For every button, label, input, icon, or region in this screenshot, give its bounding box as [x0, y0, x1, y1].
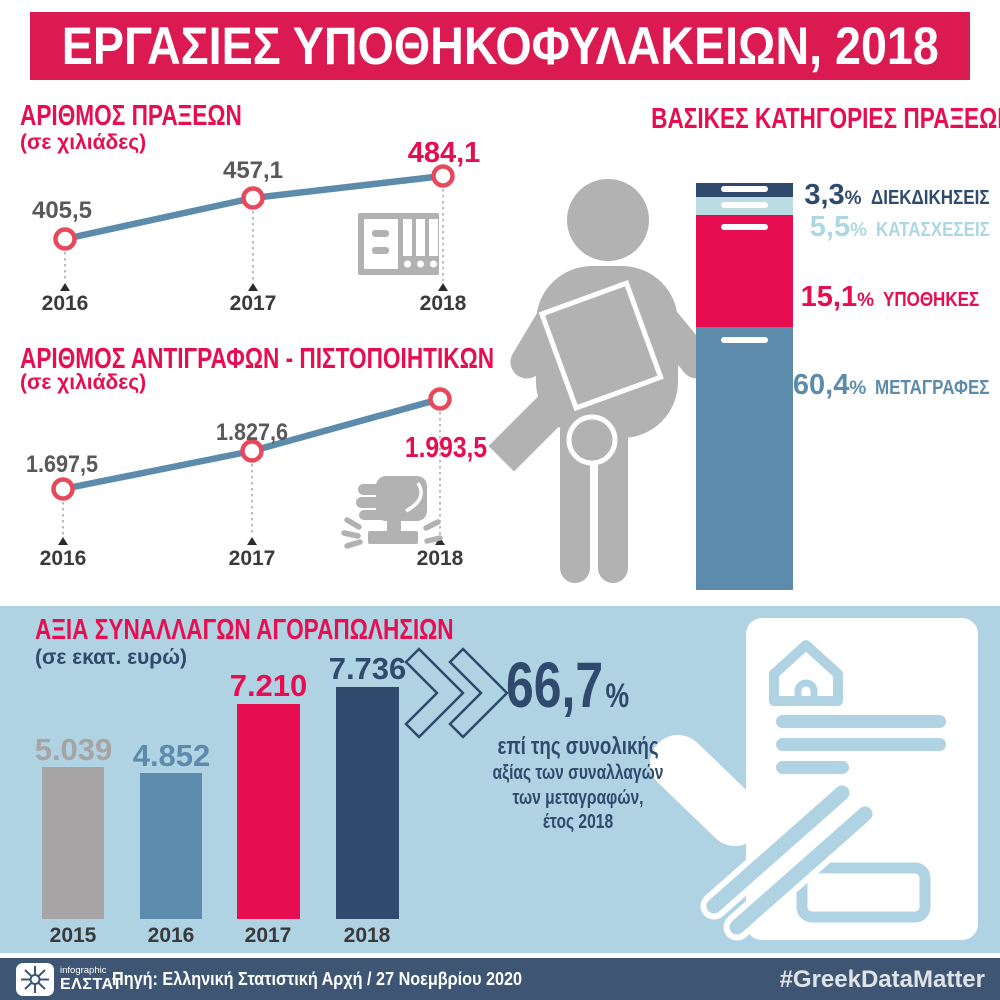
- elstat-logo: [16, 963, 54, 996]
- footer-source: Πηγή: Ελληνική Στατιστική Αρχή / 27 Νοεμ…: [112, 969, 523, 989]
- hand-stamp-icon: [341, 476, 443, 549]
- callout-percent-sign: %: [605, 677, 630, 715]
- copies-value-2016: 1.697,5: [25, 451, 99, 478]
- acts-value-2016: 405,5: [31, 197, 93, 224]
- held-document: [538, 280, 664, 412]
- footer-brand-name: ΕΛΣΤΑΤ: [60, 975, 123, 993]
- sales-chart-title: ΑΞΙΑ ΣΥΝΑΛΛΑΓΩΝ ΑΓΟΡΑΠΩΛΗΣΙΩΝ: [35, 614, 454, 646]
- data-point-marker: [431, 164, 455, 188]
- text-line: [776, 738, 946, 751]
- stamped-contract-illustration: [650, 618, 978, 941]
- person-holding-document-icon: [488, 179, 714, 583]
- signature-box: [796, 862, 931, 923]
- archive-binders-icon: [358, 213, 439, 275]
- percent-sign: %: [850, 220, 868, 241]
- acts-year-2017: 2017: [229, 292, 277, 315]
- sales-year-2016: 2016: [147, 924, 195, 947]
- axis-tick-triangle: [435, 537, 445, 545]
- page-title: ΕΡΓΑΣΙΕΣ ΥΠΟΘΗΚΟΦΥΛΑΚΕΙΩΝ, 2018: [61, 16, 939, 76]
- acts-year-2018: 2018: [419, 292, 467, 315]
- category-row-diekdikiseis: 3,3% ΔΙΕΚΔΙΚΗΣΕΙΣ: [770, 179, 1000, 212]
- category-label: ΚΑΤΑΣΧΕΣΕΙΣ: [876, 219, 990, 241]
- category-value: 60,4: [792, 369, 850, 401]
- acts-value-2017: 457,1: [222, 157, 284, 184]
- callout-description: επί της συνολικής αξίας των συναλλαγών τ…: [492, 732, 664, 834]
- copies-chart-title: ΑΡΙΘΜΟΣ ΑΝΤΙΓΡΑΦΩΝ - ΠΙΣΤΟΠΟΙΗΤΙΚΩΝ: [20, 343, 495, 375]
- data-point-marker: [241, 186, 265, 210]
- data-point-marker: [53, 227, 77, 251]
- house-icon: [769, 640, 843, 706]
- acts-chart-title: ΑΡΙΘΜΟΣ ΠΡΑΞΕΩΝ: [20, 100, 242, 132]
- axis-tick-triangle: [438, 283, 448, 291]
- stamp-handle: [650, 735, 763, 846]
- axis-tick-triangle: [247, 537, 257, 545]
- sales-year-2015: 2015: [49, 924, 97, 947]
- acts-value-2018: 484,1: [407, 137, 481, 169]
- categories-title-wrap: ΒΑΣΙΚΕΣ ΚΑΤΗΓΟΡΙΕΣ ΠΡΑΞΕΩΝ: [600, 103, 1000, 136]
- sales-year-2017: 2017: [244, 924, 292, 947]
- text-line: [776, 761, 849, 774]
- sales-value-2015: 5.039: [34, 732, 113, 767]
- data-point-marker: [51, 477, 75, 501]
- copies-chart-unit: (σε χιλιάδες): [20, 371, 147, 394]
- footer-hashtag: #GreekDataMatter: [779, 966, 985, 993]
- percent-sign: %: [857, 290, 874, 311]
- acts-year-2016: 2016: [41, 292, 89, 315]
- category-value: 5,5: [809, 211, 851, 243]
- data-point-marker: [240, 439, 264, 463]
- category-label: ΔΙΕΚΔΙΚΗΣΕΙΣ: [870, 187, 990, 209]
- copies-year-2016: 2016: [39, 547, 87, 570]
- category-row-metagrafes: 60,4% ΜΕΤΑΓΡΑΦΕΣ: [770, 369, 1000, 402]
- sales-chart-unit: (σε εκατ. ευρώ): [35, 646, 188, 669]
- callout-line-4: έτος 2018: [542, 811, 614, 834]
- copies-value-2018: 1.993,5: [404, 432, 488, 464]
- sales-year-2018: 2018: [343, 924, 391, 947]
- sales-bar-2017: [237, 704, 300, 919]
- category-value: 15,1: [800, 281, 858, 313]
- segment-metagrafes: [696, 327, 793, 590]
- data-point-marker: [428, 387, 452, 411]
- copies-value-2017: 1.827,6: [215, 419, 289, 446]
- copies-year-2018: 2018: [416, 547, 464, 570]
- callout-line-3: των μεταγραφών,: [512, 786, 644, 809]
- footer-brand: infographic ΕΛΣΤΑΤ: [60, 966, 123, 993]
- callout-line-1: επί της συνολικής: [497, 733, 659, 760]
- hand-fist: [566, 414, 618, 466]
- stamp-bars: [700, 779, 879, 941]
- sales-value-2018: 7.736: [328, 651, 407, 686]
- acts-line-chart: [53, 164, 455, 291]
- copies-line-chart: [51, 387, 452, 545]
- footer-bar: [0, 958, 1000, 1000]
- sales-bar-2015: [42, 767, 104, 919]
- axis-tick-triangle: [60, 283, 70, 291]
- acts-chart-unit: (σε χιλιάδες): [20, 131, 147, 154]
- callout-line-2: αξίας των συναλλαγών: [492, 762, 664, 785]
- sales-value-2016: 4.852: [132, 738, 211, 773]
- copies-year-2017: 2017: [228, 547, 276, 570]
- category-row-ypothikes: 15,1% ΥΠΟΘΗΚΕΣ: [770, 281, 1000, 314]
- text-line: [776, 715, 946, 728]
- segment-ypothikes: [696, 215, 793, 327]
- axis-tick-triangle: [58, 537, 68, 545]
- header-banner: ΕΡΓΑΣΙΕΣ ΥΠΟΘΗΚΟΦΥΛΑΚΕΙΩΝ, 2018: [30, 12, 970, 80]
- callout-value: 66,7: [506, 649, 604, 721]
- categories-title: ΒΑΣΙΚΕΣ ΚΑΤΗΓΟΡΙΕΣ ΠΡΑΞΕΩΝ: [651, 103, 1000, 135]
- sales-bar-2018: [336, 687, 399, 919]
- callout-percentage: 66,7 %: [506, 648, 629, 722]
- footer-brand-top: infographic: [60, 965, 107, 976]
- category-label: ΥΠΟΘΗΚΕΣ: [883, 289, 980, 311]
- category-value: 3,3: [804, 179, 845, 211]
- category-row-katasxeseis: 5,5% ΚΑΤΑΣΧΕΣΕΙΣ: [770, 211, 1000, 244]
- categories-stacked-bar: [696, 183, 793, 590]
- percent-sign: %: [844, 188, 862, 209]
- axis-tick-triangle: [248, 283, 258, 291]
- percent-sign: %: [849, 378, 867, 399]
- category-label: ΜΕΤΑΓΡΑΦΕΣ: [875, 377, 990, 399]
- sales-value-2017: 7.210: [229, 668, 308, 703]
- chevrons-right-icon: [404, 647, 509, 739]
- sales-bar-2016: [140, 773, 202, 919]
